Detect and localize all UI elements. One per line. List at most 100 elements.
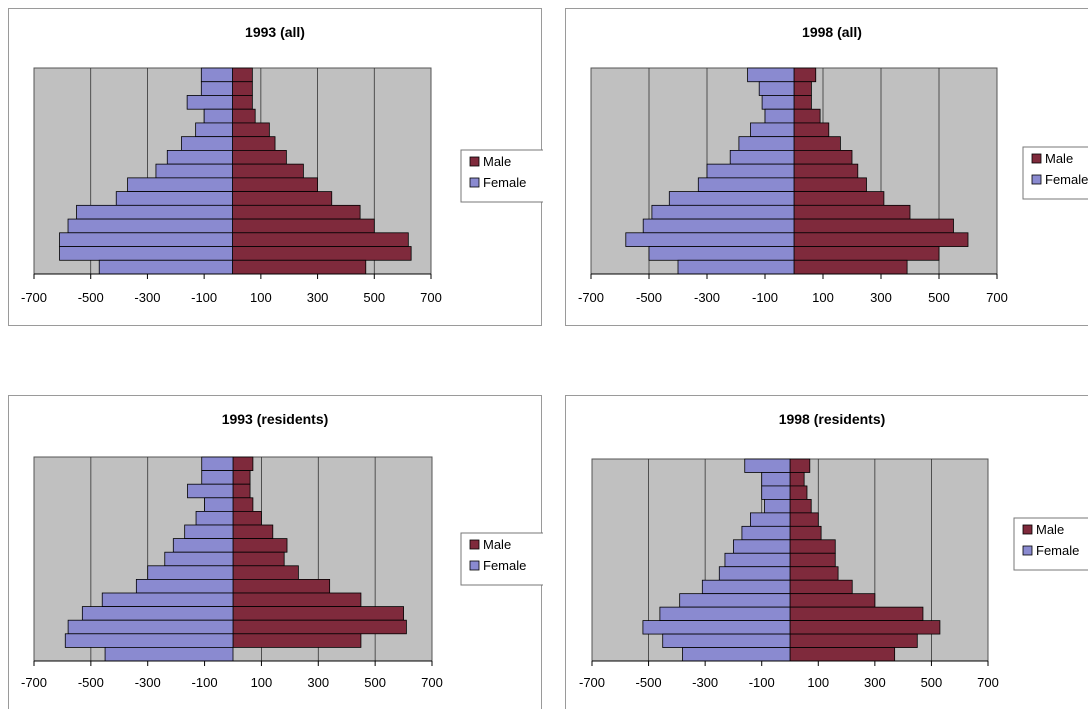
male-bar	[789, 472, 805, 487]
female-bar	[749, 512, 791, 527]
x-tick-label: 500	[363, 290, 385, 305]
female-bar	[200, 67, 233, 83]
female-bar	[127, 177, 233, 193]
pyramid-chart-1998-residents: 1998 (residents) -700 -500 -300 -100 100 300 50…	[565, 395, 1088, 709]
male-bar	[793, 163, 859, 179]
male-bar	[793, 122, 830, 138]
x-tick-label: -700	[578, 290, 604, 305]
male-bar	[232, 177, 318, 193]
female-bar	[201, 456, 234, 472]
legend-label: Female	[483, 558, 526, 573]
x-tick-label: 700	[977, 675, 999, 690]
x-tick-label: -700	[579, 675, 605, 690]
female-bar	[81, 606, 234, 621]
female-bar	[679, 593, 791, 608]
pyramid-chart-1993-residents: 1993 (residents) -700 -500 -300 -100 100 300 50…	[8, 395, 543, 709]
male-bar	[793, 246, 940, 261]
male-bar	[793, 204, 911, 220]
legend-label: Male	[1036, 522, 1064, 537]
legend-label: Female	[1036, 543, 1079, 558]
male-bar	[232, 163, 304, 179]
male-bar	[232, 497, 254, 512]
male-bar	[232, 524, 274, 540]
x-tick-label: 300	[870, 290, 892, 305]
female-bar	[764, 108, 795, 124]
male-bar	[232, 191, 333, 206]
male-bar	[789, 458, 811, 473]
male-bar	[232, 511, 262, 526]
female-bar	[115, 191, 233, 206]
male-bar	[793, 95, 812, 110]
x-tick-label: -100	[752, 290, 778, 305]
pyramid-chart-1998-all: 1998 (all) -700 -500 -300 -100 100 300 500 700 Ma…	[565, 8, 1088, 326]
x-tick-label: -300	[135, 675, 161, 690]
female-bar	[701, 579, 791, 595]
x-tick-label: 500	[921, 675, 943, 690]
pyramid-chart-1993-all: 1993 (all) -700 -500 -300 -100 100 300 500 700 Ma…	[8, 8, 543, 326]
male-bar	[232, 232, 409, 247]
male-bar	[232, 551, 285, 567]
male-bar	[789, 499, 812, 514]
male-bar	[789, 512, 819, 527]
female-bar	[184, 524, 234, 540]
female-bar	[104, 646, 234, 662]
male-bar	[232, 67, 253, 83]
male-bar	[793, 218, 954, 234]
male-bar	[793, 232, 969, 247]
male-bar	[232, 578, 331, 594]
x-tick-label: 100	[812, 290, 834, 305]
female-bar	[181, 136, 233, 151]
female-bar	[200, 81, 233, 96]
male-bar	[793, 136, 841, 151]
x-tick-label: -100	[192, 675, 218, 690]
female-bar	[651, 204, 795, 220]
female-bar	[729, 149, 795, 165]
legend-swatch	[469, 177, 480, 188]
male-bar	[789, 552, 836, 568]
female-bar	[59, 232, 233, 247]
female-bar	[662, 633, 791, 648]
male-bar	[232, 122, 270, 138]
male-bar	[789, 579, 853, 595]
chart-svg-1998-all: 1998 (all) -700 -500 -300 -100 100 300 500 700 Ma…	[578, 24, 1088, 305]
male-bar	[232, 136, 276, 151]
female-bar	[195, 511, 234, 526]
x-tick-label: -500	[78, 290, 104, 305]
male-bar	[232, 218, 375, 234]
male-bar	[793, 149, 853, 165]
legend-swatch	[1022, 545, 1033, 556]
female-bar	[682, 647, 791, 662]
legend-label: Male	[483, 537, 511, 552]
legend-swatch	[1031, 174, 1042, 185]
female-bar	[761, 485, 791, 500]
legend-label: Female	[483, 175, 526, 190]
female-bar	[186, 95, 233, 110]
x-tick-label: -300	[692, 675, 718, 690]
x-tick-label: 100	[807, 675, 829, 690]
x-tick-label: -700	[21, 675, 47, 690]
x-tick-label: 300	[307, 290, 329, 305]
male-bar	[232, 149, 287, 165]
male-bar	[793, 81, 812, 96]
female-bar	[758, 81, 795, 96]
male-bar	[789, 525, 822, 541]
chart-svg-1993-all: 1993 (all) -700 -500 -300 -100 100 300 500 700 Ma…	[21, 24, 543, 305]
male-bar	[789, 593, 876, 608]
male-bar	[232, 619, 407, 635]
x-tick-label: -500	[78, 675, 104, 690]
female-bar	[764, 499, 791, 514]
male-bar	[232, 565, 299, 580]
male-bar	[793, 191, 885, 206]
female-bar	[747, 67, 795, 83]
x-tick-label: -500	[636, 290, 662, 305]
legend-swatch	[469, 560, 480, 571]
male-bar	[232, 483, 251, 499]
x-tick-label: 100	[250, 290, 272, 305]
x-tick-label: 100	[251, 675, 273, 690]
x-tick-label: 700	[421, 675, 443, 690]
female-bar	[668, 191, 795, 206]
male-bar	[232, 470, 251, 485]
female-bar	[648, 246, 795, 261]
x-tick-label: -300	[134, 290, 160, 305]
female-bar	[64, 633, 234, 648]
